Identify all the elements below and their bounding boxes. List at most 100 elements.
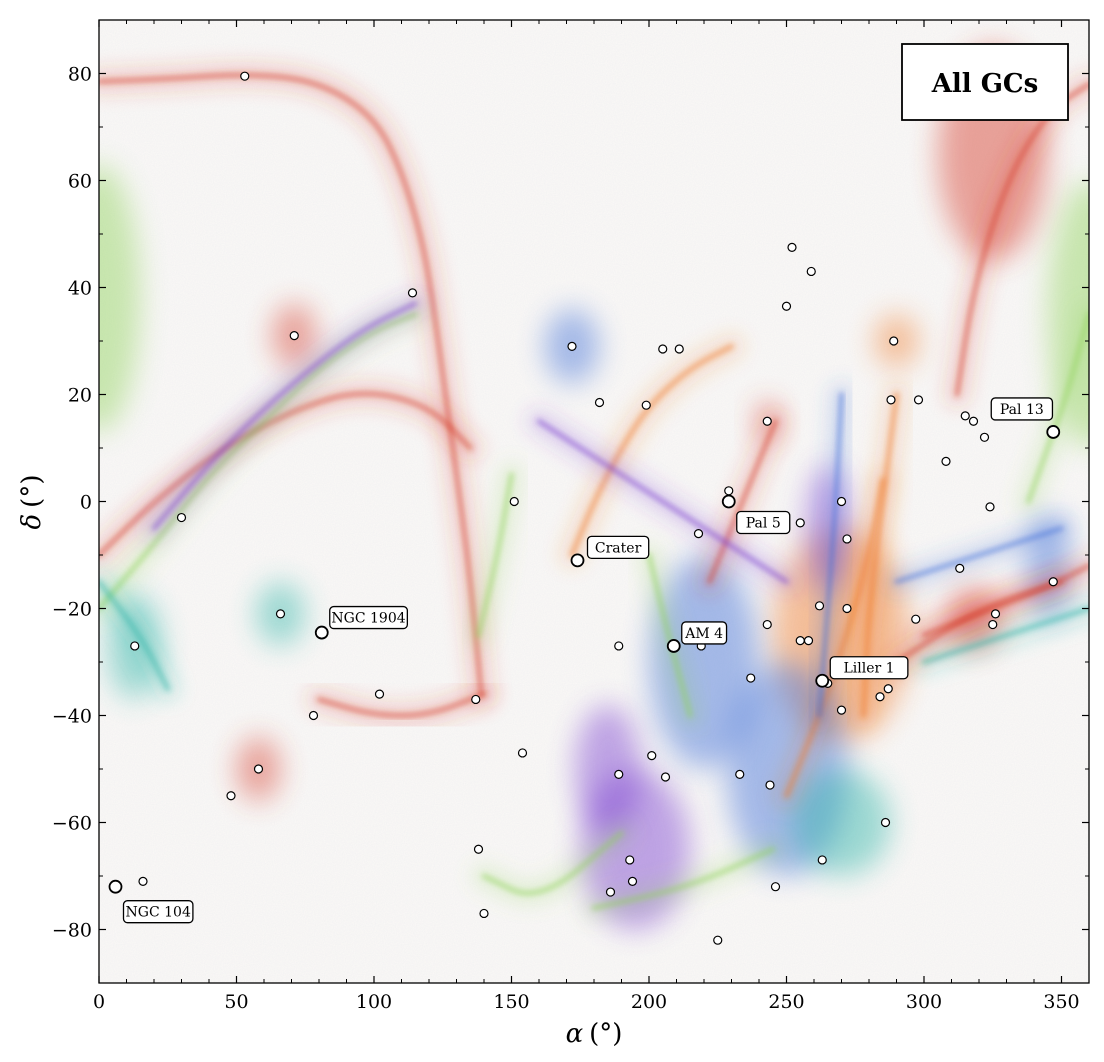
named-gc-label-box <box>329 605 408 630</box>
gc-point <box>795 518 805 528</box>
gc-point <box>473 844 484 854</box>
y-tick-label: −20 <box>52 599 92 621</box>
y-axis-unit: (°) <box>17 475 47 508</box>
y-tick-label: 60 <box>68 171 92 193</box>
stream-core <box>1026 311 1089 504</box>
gc-point <box>985 502 995 512</box>
gc-point <box>641 400 651 410</box>
globular-cluster-points <box>108 71 1061 945</box>
gc-point <box>240 71 250 81</box>
stream-core <box>861 392 899 718</box>
gc-point <box>746 673 756 683</box>
gc-point <box>762 619 772 630</box>
named-gc-label-text: AM 4 <box>684 626 723 642</box>
gc-point <box>567 341 577 351</box>
gc-point <box>594 397 605 408</box>
named-gc-label-box <box>736 510 791 535</box>
gc-point <box>308 710 319 721</box>
y-tick-label: 80 <box>68 64 92 86</box>
named-gc-label-text: NGC 1904 <box>331 611 405 627</box>
stream-core <box>476 472 514 638</box>
stream-track <box>806 381 855 729</box>
named-gc-label: AM 4 <box>681 621 728 645</box>
named-gc-label: NGC 104 <box>122 900 194 924</box>
x-tick-label: 300 <box>906 991 942 1013</box>
stream-blob <box>574 704 641 834</box>
named-gc-label: NGC 1904 <box>329 605 408 630</box>
y-tick-label: 20 <box>68 385 92 407</box>
named-gc-label: Pal 5 <box>736 510 791 535</box>
stream-core <box>954 81 1089 397</box>
x-tick-label: 250 <box>768 991 804 1013</box>
gc-point <box>988 619 998 630</box>
plot-area <box>99 20 1089 983</box>
gc-point <box>889 336 899 346</box>
gc-point <box>614 641 624 651</box>
gc-point <box>735 769 745 779</box>
gc-point <box>647 751 657 761</box>
x-tick-label: 0 <box>93 991 105 1013</box>
gc-point <box>479 908 489 919</box>
gc-point <box>960 411 970 421</box>
gc-point <box>880 817 891 828</box>
gc-point <box>979 432 990 442</box>
gc-point <box>806 266 816 277</box>
stream-track <box>850 381 910 729</box>
stream-blob <box>649 555 759 769</box>
gc-point <box>713 935 723 945</box>
named-gc-point <box>666 639 681 653</box>
stream-core <box>569 343 734 558</box>
named-gc-label-box <box>681 621 728 645</box>
gc-point <box>407 288 418 298</box>
gc-point <box>787 242 797 252</box>
gc-point <box>517 748 528 758</box>
stream-track <box>636 542 704 729</box>
legend-box: All GCs <box>901 43 1069 121</box>
gc-point <box>289 331 299 341</box>
gc-point <box>795 635 805 646</box>
named-gc-label-box <box>122 900 194 924</box>
stream-core <box>591 846 776 911</box>
named-gc-point <box>314 625 329 640</box>
stream-core <box>99 579 171 692</box>
named-gc-label: Crater <box>586 535 650 559</box>
gc-point <box>842 534 852 544</box>
gc-point <box>226 791 236 801</box>
gc-point <box>658 344 668 354</box>
stream-track <box>944 71 1089 408</box>
stream-blob <box>99 164 141 432</box>
x-tick-label: 200 <box>631 991 667 1013</box>
gc-point <box>130 641 140 651</box>
legend-frame <box>901 43 1069 121</box>
named-gc-point <box>108 879 123 894</box>
stream-core <box>817 392 844 718</box>
gc-point <box>374 689 385 699</box>
gc-point <box>911 614 921 624</box>
gc-point <box>941 456 951 466</box>
stream-track <box>883 515 1075 595</box>
gc-point <box>968 416 979 426</box>
stream-track <box>526 408 800 595</box>
y-tick-label: 40 <box>68 278 92 300</box>
gc-point <box>275 609 286 619</box>
gc-point <box>1048 577 1058 587</box>
stream-core <box>894 525 1064 585</box>
gc-point <box>913 395 924 405</box>
gc-point <box>781 301 792 311</box>
named-gc-label-box <box>990 397 1054 421</box>
gc-point <box>836 496 847 507</box>
gc-name-labels: NGC 104 NGC 1904 Crater AM 4 Pal 5 Liller 1 Pa… <box>122 397 1054 924</box>
gc-point <box>724 486 734 496</box>
gc-point <box>836 705 847 715</box>
gc-point <box>814 601 825 611</box>
x-tick-label: 50 <box>224 991 248 1013</box>
stream-core <box>921 606 1089 665</box>
named-gc-label-text: Pal 13 <box>1000 402 1044 418</box>
stellar-streams <box>99 62 1089 922</box>
named-gc-label-text: Liller 1 <box>844 661 895 677</box>
gc-point <box>176 512 187 523</box>
named-gc-label: Liller 1 <box>829 656 909 680</box>
gc-point <box>138 876 148 886</box>
gc-point <box>765 780 775 790</box>
named-gc-label: Pal 13 <box>990 397 1054 421</box>
